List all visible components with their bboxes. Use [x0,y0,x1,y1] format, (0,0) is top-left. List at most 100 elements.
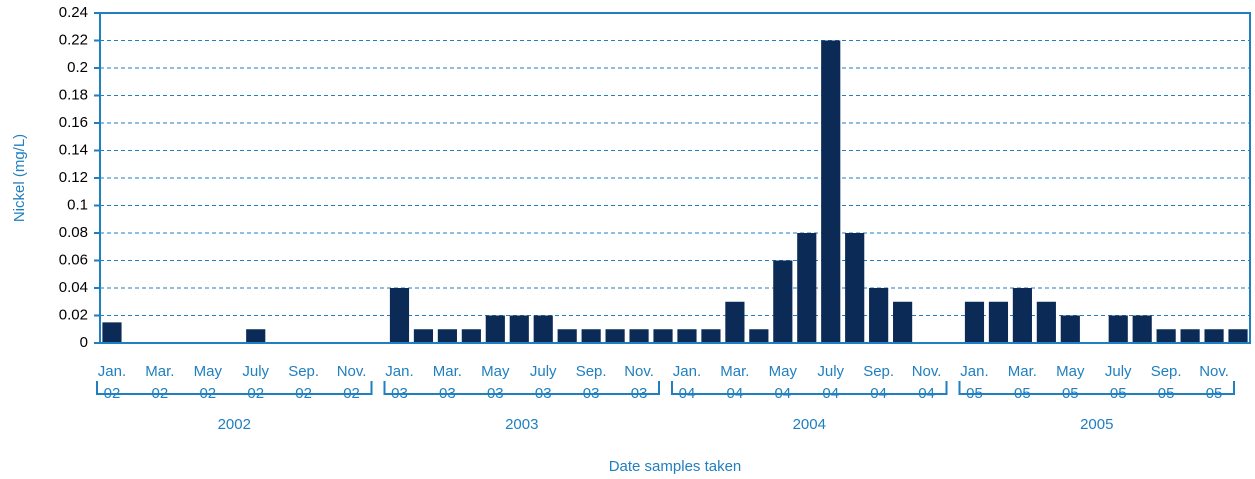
x-tick-label-line: Jan. [385,363,413,380]
x-tick-label: Sep. 02 [288,363,319,402]
x-tick-label: May 05 [1056,363,1085,402]
group-bracket [671,381,948,395]
y-axis-label: Nickel (mg/L) [11,134,28,222]
y-tick-label: 0.12 [59,169,88,186]
x-tick-label: Jan. 04 [673,363,701,402]
group-label: 2005 [1080,416,1113,433]
x-tick-label: Sep. 03 [576,363,607,402]
y-tick-label: 0.22 [59,31,88,48]
bar [1108,315,1128,343]
x-tick-label-line: Nov. [624,363,654,380]
x-tick-label-line: July [242,363,269,380]
x-tick-label: Mar. 05 [1008,363,1037,402]
bar [701,329,721,343]
x-tick-label-line: Jan. [960,363,988,380]
x-tick-label: July 03 [530,363,557,402]
x-tick-label-line: Sep. [863,363,894,380]
y-tick-label: 0.2 [67,59,88,76]
bar [988,301,1009,343]
y-tick-label: 0.08 [59,224,88,241]
x-tick-label-line: May [1056,363,1085,380]
bar [461,329,481,343]
group-bracket [383,381,660,395]
x-tick-label: Sep. 04 [863,363,894,402]
x-tick-label: Nov. 05 [1199,363,1229,402]
bar [1228,329,1248,343]
bar [869,288,889,343]
bar [677,329,697,343]
y-tick-label: 0.18 [59,86,88,103]
x-tick-label: Jan. 02 [98,363,126,402]
group-bracket [958,381,1235,395]
x-tick-label-line: July [530,363,557,380]
y-tick-label: 0.04 [59,279,88,296]
y-tick-label: 0.16 [59,114,88,131]
x-tick-label-line: Jan. [673,363,701,380]
x-tick-label: Nov. 03 [624,363,654,402]
bar [773,260,793,343]
bar [797,233,817,343]
y-tick-label: 0.14 [59,141,88,158]
x-tick-label: July 05 [1105,363,1132,402]
bar [605,329,625,343]
bar [1156,329,1176,343]
bar [1132,315,1152,343]
x-tick-label: Nov. 02 [337,363,367,402]
bar [821,40,841,343]
group-bracket [96,381,373,395]
bar [437,329,457,343]
bar [485,315,505,343]
bar [893,301,913,343]
x-tick-label: Jan. 03 [385,363,413,402]
x-tick-label-line: Mar. [720,363,749,380]
x-tick-label-line: Jan. [98,363,126,380]
bar [749,329,769,343]
x-tick-label: Mar. 04 [720,363,749,402]
x-tick-label: Sep. 05 [1151,363,1182,402]
group-label: 2003 [505,416,538,433]
x-axis-label: Date samples taken [609,458,742,475]
x-tick-label: May 02 [194,363,223,402]
bar [1012,288,1032,343]
x-tick-label: Mar. 02 [145,363,174,402]
bar [1204,329,1224,343]
bar [725,301,745,343]
plot-frame [99,12,1251,344]
bar [413,329,434,343]
x-tick-label-line: July [1105,363,1132,380]
bar [246,329,266,343]
x-tick-label-line: Mar. [433,363,462,380]
group-label: 2002 [218,416,251,433]
bar [389,288,410,343]
x-tick-label-line: Nov. [1199,363,1229,380]
x-tick-label: July 04 [817,363,844,402]
x-tick-label-line: Mar. [145,363,174,380]
x-tick-label: July 02 [242,363,269,402]
x-tick-label: Nov. 04 [912,363,942,402]
y-tick-label: 0.24 [59,4,88,21]
x-tick-label: May 04 [769,363,798,402]
bar [581,329,601,343]
x-tick-label-line: May [481,363,510,380]
y-tick-label: 0 [80,334,88,351]
bar [1060,315,1080,343]
x-tick-label-line: Mar. [1008,363,1037,380]
x-tick-label-line: Sep. [1151,363,1182,380]
bar [1180,329,1200,343]
bar [629,329,649,343]
bar [845,233,865,343]
bar [964,301,985,343]
y-tick-label: 0.02 [59,306,88,323]
x-tick-label: May 03 [481,363,510,402]
x-tick-label: Jan. 05 [960,363,988,402]
group-label: 2004 [793,416,826,433]
x-tick-label-line: July [817,363,844,380]
x-tick-label-line: Sep. [288,363,319,380]
x-tick-label-line: Nov. [912,363,942,380]
x-tick-label-line: Sep. [576,363,607,380]
bar [102,322,122,343]
y-tick-label: 0.1 [67,196,88,213]
bar [509,315,529,343]
bar [653,329,673,343]
